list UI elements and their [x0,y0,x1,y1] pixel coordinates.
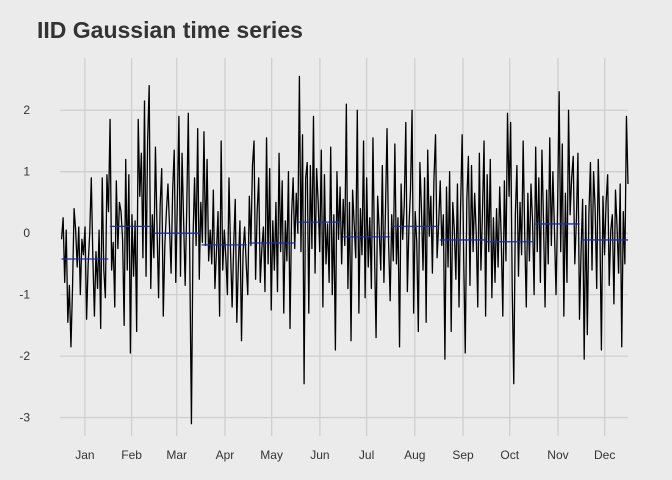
x-tick-label: Jan [75,448,94,462]
x-tick-label: May [260,448,283,462]
x-tick-label: Aug [404,448,425,462]
x-tick-label: Dec [594,448,615,462]
y-tick-label: 2 [23,103,30,117]
x-tick-label: Jul [359,448,374,462]
x-tick-label: Mar [166,448,187,462]
monthly-mean-layer [61,221,628,260]
y-tick-label: 1 [23,165,30,179]
x-axis-tick-labels: Jan Feb Mar Apr May Jun Jul Aug Sep Oct Nov Dec [75,448,615,462]
series-layer [60,75,629,425]
x-tick-label: Nov [547,448,568,462]
y-tick-label: 0 [23,226,30,240]
x-tick-label: Feb [121,448,142,462]
y-tick-label: -2 [19,349,30,363]
series-line [60,75,629,425]
y-tick-label: -3 [19,411,30,425]
x-tick-label: Sep [452,448,474,462]
x-tick-label: Apr [216,448,235,462]
chart-title: IID Gaussian time series [37,17,303,43]
x-tick-label: Oct [500,448,519,462]
x-tick-label: Jun [310,448,329,462]
y-tick-label: -1 [19,288,30,302]
y-axis-tick-labels: -3 -2 -1 0 1 2 [19,103,30,424]
